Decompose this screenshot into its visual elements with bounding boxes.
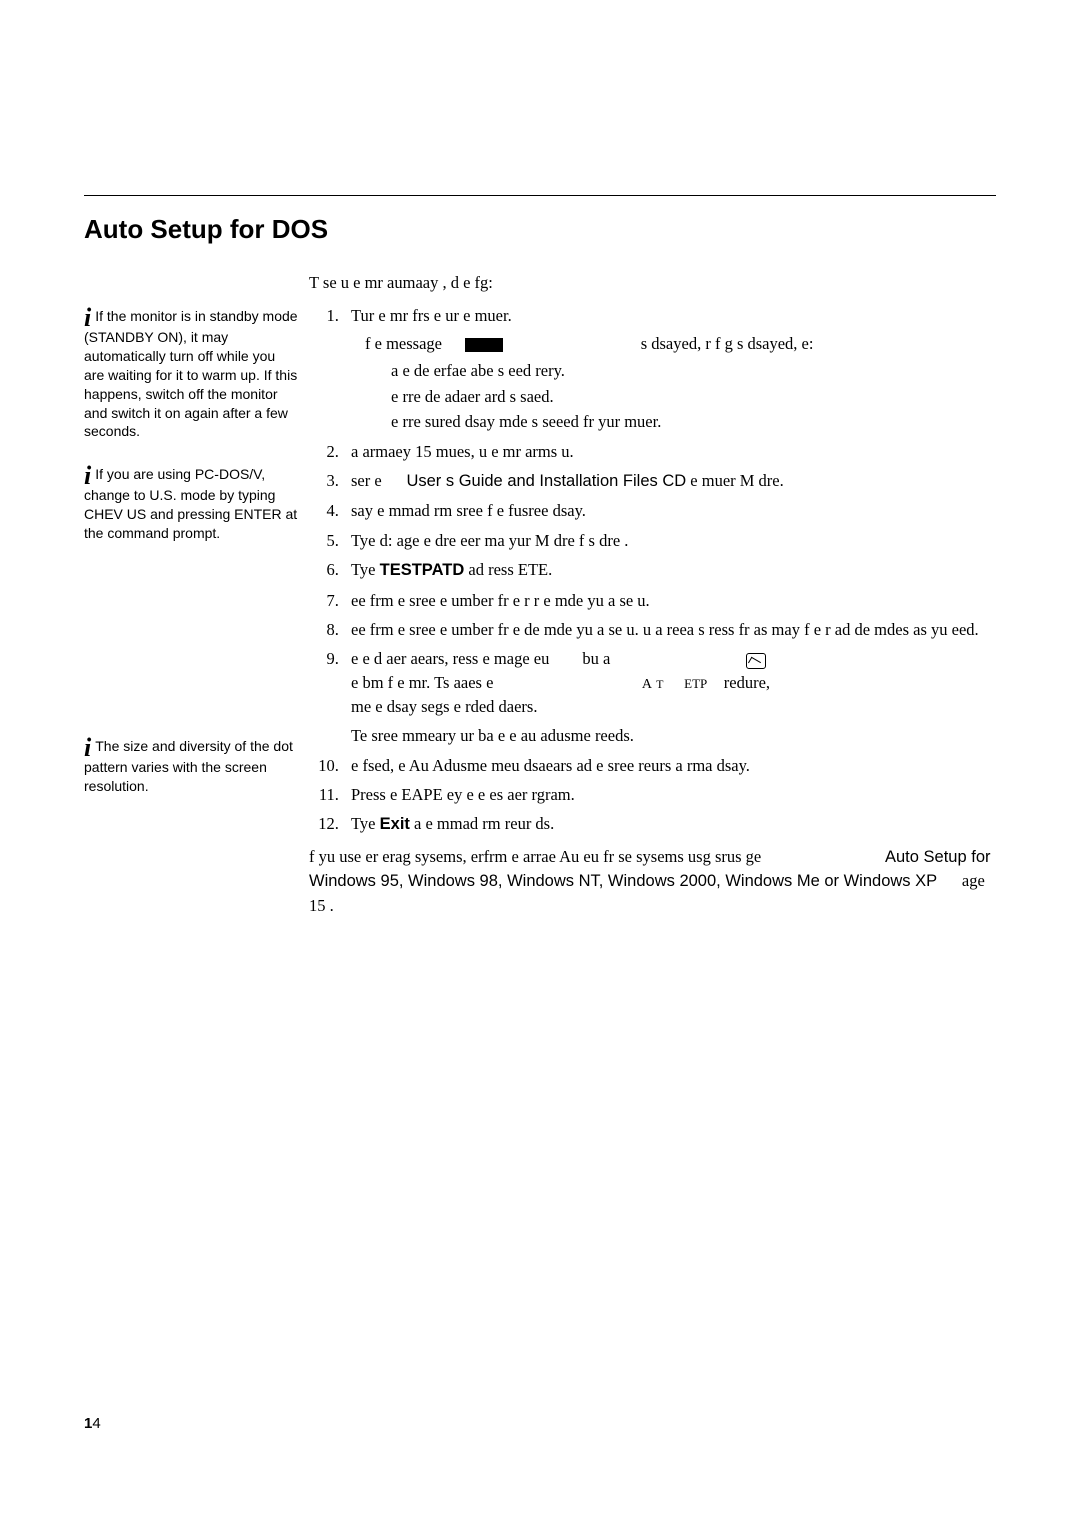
- text: Tye: [351, 814, 380, 833]
- step-text: Tye d: age e dre eer ma yur M dre f s dr…: [351, 531, 628, 550]
- two-column-layout: iIf the monitor is in standby mode (STAN…: [84, 271, 996, 934]
- text: Tye: [351, 560, 380, 579]
- side-note-text: The size and diversity of the dot patter…: [84, 738, 293, 794]
- text: T: [656, 677, 663, 691]
- intro-text: T se u e mr aumaay , d e fg:: [309, 271, 996, 294]
- text: redure,: [724, 673, 770, 692]
- text: me e dsay segs e rded daers.: [351, 697, 537, 716]
- side-note-dos: iIf you are using PC-DOS/V, change to U.…: [84, 465, 299, 543]
- image-setup-icon: [746, 653, 766, 669]
- command: TESTPATD: [380, 561, 465, 579]
- step-1-bullet: e rre de adaer ard s saed.: [391, 385, 996, 408]
- side-note-dotpattern: iThe size and diversity of the dot patte…: [84, 737, 299, 796]
- step-8: ee frm e sree e umber fr e de mde yu a s…: [343, 618, 996, 641]
- check-cable-icon: [465, 338, 503, 352]
- text: a e mmad rm reur ds.: [414, 814, 554, 833]
- text: ad ress ETE.: [468, 560, 552, 579]
- step-6: Tye TESTPATD ad ress ETE.: [343, 558, 996, 582]
- step-12: Tye Exit a e mmad rm reur ds.: [343, 812, 996, 836]
- step-11: Press e EAPE ey e e es aer rgram.: [343, 783, 996, 806]
- command: Exit: [380, 815, 410, 833]
- text: Te sree mmeary ur ba e e au adusme reeds…: [351, 726, 634, 745]
- info-icon: i: [84, 466, 91, 486]
- step-text: say e mmad rm sree f e fusree dsay.: [351, 501, 586, 520]
- page-number-rest: 4: [92, 1415, 100, 1432]
- side-note-standby: iIf the monitor is in standby mode (STAN…: [84, 307, 299, 441]
- step-1-bullet: a e de erfae abe s eed rery.: [391, 359, 996, 382]
- step-text: e fsed, e Au Adusme meu dsaears ad e sre…: [351, 756, 750, 775]
- side-column: iIf the monitor is in standby mode (STAN…: [84, 271, 309, 820]
- text: A: [642, 677, 652, 692]
- step-text: ee frm e sree e umber fr e de mde yu a s…: [351, 620, 979, 639]
- step-9: e e d aer aears, ress e mage eu bu a e b…: [343, 647, 996, 747]
- text: ser e: [351, 471, 382, 490]
- info-icon: i: [84, 738, 91, 758]
- info-icon: i: [84, 308, 91, 328]
- text: f yu use er erag sysems, erfrm e arrae A…: [309, 847, 761, 866]
- text: e bm f e mr. Ts aaes e: [351, 673, 493, 692]
- section-title: Auto Setup for DOS: [84, 214, 996, 245]
- text: e e d aer aears, ress e mage eu: [351, 649, 549, 668]
- step-7: ee frm e sree e umber fr e r r e mde yu …: [343, 589, 996, 612]
- text: f e message: [365, 334, 442, 353]
- step-text: a armaey 15 mues, u e mr arms u.: [351, 442, 574, 461]
- step-1-bullet: e rre sured dsay mde s seeed fr yur muer…: [391, 410, 996, 433]
- step-1: Tur e mr frs e ur e muer. f e message s …: [343, 304, 996, 433]
- page: Auto Setup for DOS iIf the monitor is in…: [0, 0, 1080, 1528]
- step-text: ee frm e sree e umber fr e r r e mde yu …: [351, 591, 650, 610]
- cd-title: User s Guide and Installation Files CD: [406, 472, 686, 490]
- side-note-text: If the monitor is in standby mode (STAND…: [84, 308, 298, 439]
- step-10: e fsed, e Au Adusme meu dsaears ad e sre…: [343, 754, 996, 777]
- text: s dsayed, r f g s dsayed, e:: [641, 334, 814, 353]
- text: ETP: [684, 676, 707, 691]
- step-list: Tur e mr frs e ur e muer. f e message s …: [309, 304, 996, 836]
- step-text: Press e EAPE ey e e es aer rgram.: [351, 785, 575, 804]
- side-note-text: If you are using PC-DOS/V, change to U.S…: [84, 466, 297, 541]
- page-number: 14: [84, 1415, 101, 1432]
- step-3: ser e User s Guide and Installation File…: [343, 469, 996, 493]
- step-text: Tur e mr frs e ur e muer.: [351, 306, 512, 325]
- text: e muer M dre.: [690, 471, 783, 490]
- step-4: say e mmad rm sree f e fusree dsay.: [343, 499, 996, 522]
- section-rule: [84, 195, 996, 196]
- step-5: Tye d: age e dre eer ma yur M dre f s dr…: [343, 529, 996, 552]
- step-2: a armaey 15 mues, u e mr arms u.: [343, 440, 996, 463]
- step-1-sub: f e message s dsayed, r f g s dsayed, e:: [365, 332, 996, 355]
- main-column: T se u e mr aumaay , d e fg: Tur e mr fr…: [309, 271, 996, 934]
- text: bu a: [582, 649, 610, 668]
- closing-paragraph: f yu use er erag sysems, erfrm e arrae A…: [309, 845, 996, 917]
